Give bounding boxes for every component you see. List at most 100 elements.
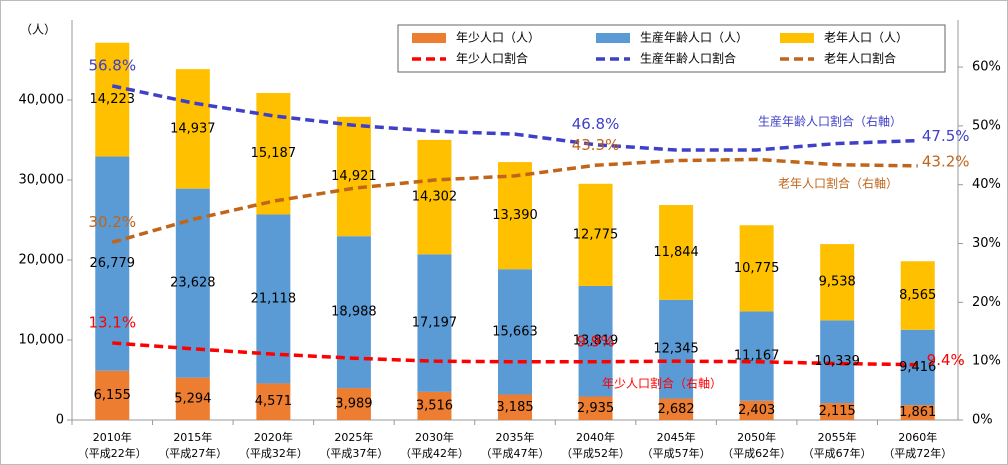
data-label: 1,861	[899, 405, 936, 420]
annotation: 年少人口割合（右軸）	[602, 376, 722, 391]
ratio-line	[111, 84, 918, 152]
data-label: 14,921	[331, 169, 377, 184]
x-tick-sublabel: （平成42年）	[400, 446, 469, 460]
x-tick-label: 2030年	[415, 430, 454, 444]
y-tick-label: 30,000	[19, 173, 65, 188]
y2-tick-label: 0%	[972, 413, 993, 428]
data-label: 14,223	[90, 92, 136, 107]
data-label: 10,775	[734, 261, 780, 276]
data-label: 12,775	[573, 227, 619, 242]
ratio-line	[111, 157, 918, 245]
x-tick-sublabel: （平成72年）	[883, 446, 952, 460]
x-tick-sublabel: （平成57年）	[642, 446, 711, 460]
data-label: 2,115	[819, 404, 856, 419]
data-label: 6,155	[94, 388, 131, 403]
data-label: 26,779	[90, 256, 136, 271]
data-label: 21,118	[251, 291, 297, 306]
bar-segment	[175, 69, 210, 189]
data-label: 18,988	[331, 305, 377, 320]
bar-segment	[175, 377, 210, 420]
bar-segment	[659, 205, 694, 300]
x-tick-sublabel: （平成32年）	[239, 446, 308, 460]
data-label: 3,185	[496, 400, 533, 415]
data-label: 11,167	[734, 349, 780, 364]
ratio-label: 9.9%	[576, 332, 614, 350]
ratio-label: 9.4%	[927, 351, 965, 369]
data-label: 9,538	[819, 275, 856, 290]
ratio-label: 43.2%	[922, 152, 970, 170]
data-label: 4,571	[255, 394, 292, 409]
x-tick-label: 2035年	[496, 430, 535, 444]
legend-label: 生産年齢人口（人）	[640, 30, 748, 45]
legend-swatch	[780, 33, 814, 43]
bar-segment	[336, 388, 371, 420]
data-label: 17,197	[412, 316, 458, 331]
legend-label: 老年人口割合	[824, 51, 896, 66]
bar-segment	[95, 42, 130, 157]
ratio-label: 13.1%	[88, 313, 136, 331]
bar-segment	[659, 398, 694, 420]
x-tick-label: 2040年	[576, 430, 615, 444]
x-tick-label: 2025年	[334, 430, 373, 444]
legend-swatch	[412, 33, 446, 43]
annotation: 老年人口割合（右軸）	[778, 176, 898, 191]
data-label: 11,844	[653, 245, 699, 260]
x-tick-label: 2050年	[737, 430, 776, 444]
legend-box	[397, 24, 946, 73]
data-label: 2,403	[738, 403, 775, 418]
bar-segment	[417, 254, 452, 392]
bar-segment	[336, 116, 371, 237]
y2-tick-label: 10%	[972, 354, 1001, 369]
bar-segment	[256, 92, 291, 215]
data-label: 15,663	[492, 324, 538, 339]
x-tick-label: 2020年	[254, 430, 293, 444]
y-tick-label: 40,000	[19, 93, 65, 108]
y-tick-label: 10,000	[19, 333, 65, 348]
data-label: 8,565	[899, 288, 936, 303]
bar-segment	[175, 188, 210, 378]
bar-segment	[900, 405, 935, 420]
y2-tick-label: 40%	[972, 177, 1001, 192]
bar-segment	[659, 299, 694, 399]
data-label: 14,302	[412, 190, 458, 205]
legend-label: 老年人口（人）	[824, 31, 908, 45]
annotation: 生産年齢人口割合（右軸）	[758, 114, 902, 129]
x-tick-sublabel: （平成47年）	[481, 446, 550, 460]
legend-label: 年少人口（人）	[456, 31, 540, 45]
ratio-line	[112, 341, 918, 367]
bar-segment	[578, 396, 613, 420]
data-label: 10,339	[814, 354, 860, 369]
bar-segment	[820, 244, 855, 321]
data-label: 3,516	[416, 398, 453, 413]
ratio-label: 43.3%	[572, 136, 620, 154]
data-label: 2,935	[577, 401, 614, 416]
bar-segment	[498, 394, 532, 420]
x-tick-sublabel: （平成27年）	[158, 446, 227, 460]
x-tick-sublabel: （平成62年）	[722, 446, 791, 460]
data-label: 13,819	[573, 334, 619, 349]
bar-segment	[498, 162, 532, 270]
x-tick-label: 2045年	[657, 430, 696, 444]
bar-segment	[498, 269, 532, 395]
x-tick-label: 2060年	[898, 430, 937, 444]
data-label: 13,390	[492, 208, 538, 223]
y2-tick-label: 60%	[972, 60, 1001, 75]
x-tick-label: 2055年	[818, 430, 857, 444]
bar-segment	[95, 156, 130, 371]
data-label: 14,937	[170, 121, 216, 136]
legend-label: 年少人口割合	[456, 51, 528, 66]
y2-tick-label: 20%	[972, 295, 1001, 310]
bar-segment	[900, 329, 935, 406]
bar-segment	[256, 383, 291, 420]
bar-segment	[900, 261, 935, 330]
ratio-label: 46.8%	[572, 115, 620, 133]
data-label: 3,989	[335, 397, 372, 412]
bar-segment	[95, 370, 130, 420]
ratio-label: 47.5%	[922, 127, 970, 145]
data-label: 15,187	[251, 146, 297, 161]
y-tick-label: 20,000	[19, 253, 65, 268]
bar-segment	[739, 311, 774, 401]
bar-segment	[739, 400, 774, 420]
